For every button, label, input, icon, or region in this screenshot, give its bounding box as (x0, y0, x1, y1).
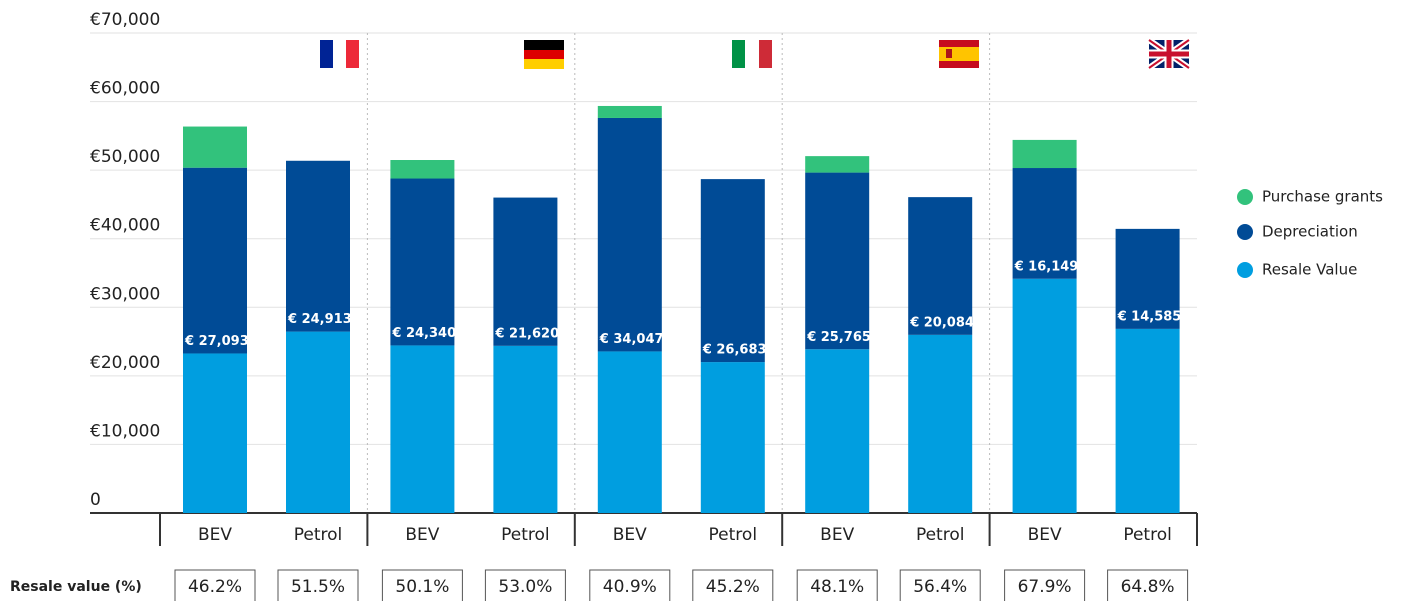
bar-segment (493, 345, 558, 513)
bar-segment (700, 179, 765, 363)
y-tick-label: €50,000 (90, 147, 160, 167)
value-label: € 25,765 (806, 330, 871, 345)
value-label: € 34,047 (599, 332, 664, 347)
table-cell (589, 569, 671, 601)
bar-segment (183, 167, 247, 354)
table-cell-text: 53.0% (498, 577, 552, 597)
bar-segment (286, 160, 350, 332)
bar-segment (493, 197, 558, 346)
value-label: € 16,149 (1014, 259, 1079, 274)
y-tick-label: €70,000 (90, 10, 160, 30)
bar-segment (390, 345, 455, 513)
x-tick-label: BEV (198, 525, 232, 545)
legend-label: Purchase grants (1262, 188, 1383, 206)
table-label: Resale value (%) (10, 579, 142, 595)
bar-segment (390, 178, 455, 346)
bar-segment (597, 117, 662, 352)
flag-italy (732, 40, 772, 68)
table-cell-text: 67.9% (1018, 577, 1072, 597)
bar-segment (1012, 139, 1077, 169)
bar-segment (805, 349, 870, 513)
bar-segment (908, 334, 973, 513)
x-tick-label: Petrol (916, 525, 965, 545)
legend-label: Depreciation (1262, 223, 1358, 241)
y-tick-label: €30,000 (90, 284, 160, 304)
bar-segment (1115, 328, 1180, 513)
y-tick-label: €40,000 (90, 216, 160, 236)
y-tick-label: 0 (90, 490, 101, 510)
y-tick-label: €20,000 (90, 353, 160, 373)
legend-marker (1237, 189, 1253, 205)
table-cell-text: 48.1% (810, 577, 864, 597)
flag-germany (524, 40, 564, 69)
value-label: € 24,340 (391, 326, 456, 341)
x-tick-label: Petrol (501, 525, 550, 545)
x-tick-label: BEV (1028, 525, 1062, 545)
bar-segment (805, 172, 870, 350)
table-cell (796, 569, 878, 601)
bar-segment (700, 362, 765, 513)
bar-segment (1012, 278, 1077, 513)
value-label: € 24,913 (287, 312, 352, 327)
table-cell (174, 569, 256, 601)
table-cell (692, 569, 774, 601)
table-cell-text: 64.8% (1121, 577, 1175, 597)
bar-segment (908, 197, 973, 335)
x-tick-label: BEV (405, 525, 439, 545)
bar-segment (1012, 168, 1077, 279)
flag-spain (939, 40, 979, 68)
y-tick-label: €60,000 (90, 79, 160, 99)
table-cell (1107, 569, 1189, 601)
table-cell-text: 51.5% (291, 577, 345, 597)
table-cell-text: 56.4% (913, 577, 967, 597)
bar-segment (183, 353, 247, 513)
table-cell (381, 569, 463, 601)
x-tick-label: Petrol (1123, 525, 1172, 545)
value-label: € 27,093 (184, 334, 249, 349)
bar-segment (597, 105, 662, 118)
bar-segment (286, 331, 350, 513)
x-tick-label: BEV (613, 525, 647, 545)
bar-segment (1115, 228, 1180, 329)
table-cell (1004, 569, 1086, 601)
value-label: € 20,084 (909, 315, 974, 330)
flag-france (320, 40, 359, 68)
legend-marker (1237, 224, 1253, 240)
x-tick-label: BEV (820, 525, 854, 545)
table-cell-text: 45.2% (706, 577, 760, 597)
bar-segment (805, 156, 870, 173)
table-cell-text: 40.9% (603, 577, 657, 597)
y-tick-label: €10,000 (90, 421, 160, 441)
value-label: € 21,620 (494, 326, 559, 341)
bar-segment (597, 351, 662, 513)
table-cell-text: 46.2% (188, 577, 242, 597)
legend-label: Resale Value (1262, 261, 1357, 279)
table-cell (277, 569, 359, 601)
x-tick-label: Petrol (294, 525, 343, 545)
legend-marker (1237, 262, 1253, 278)
bar-segment (183, 126, 247, 168)
table-cell (899, 569, 981, 601)
table-cell (484, 569, 566, 601)
table-cell-text: 50.1% (395, 577, 449, 597)
value-label: € 14,585 (1117, 309, 1182, 324)
flags (320, 37, 1191, 71)
x-tick-label: Petrol (709, 525, 758, 545)
value-label: € 26,683 (702, 343, 767, 358)
bar-segment (390, 160, 455, 179)
flag-uk (1147, 37, 1191, 71)
